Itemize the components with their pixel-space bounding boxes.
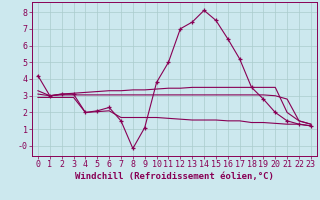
X-axis label: Windchill (Refroidissement éolien,°C): Windchill (Refroidissement éolien,°C) xyxy=(75,172,274,181)
